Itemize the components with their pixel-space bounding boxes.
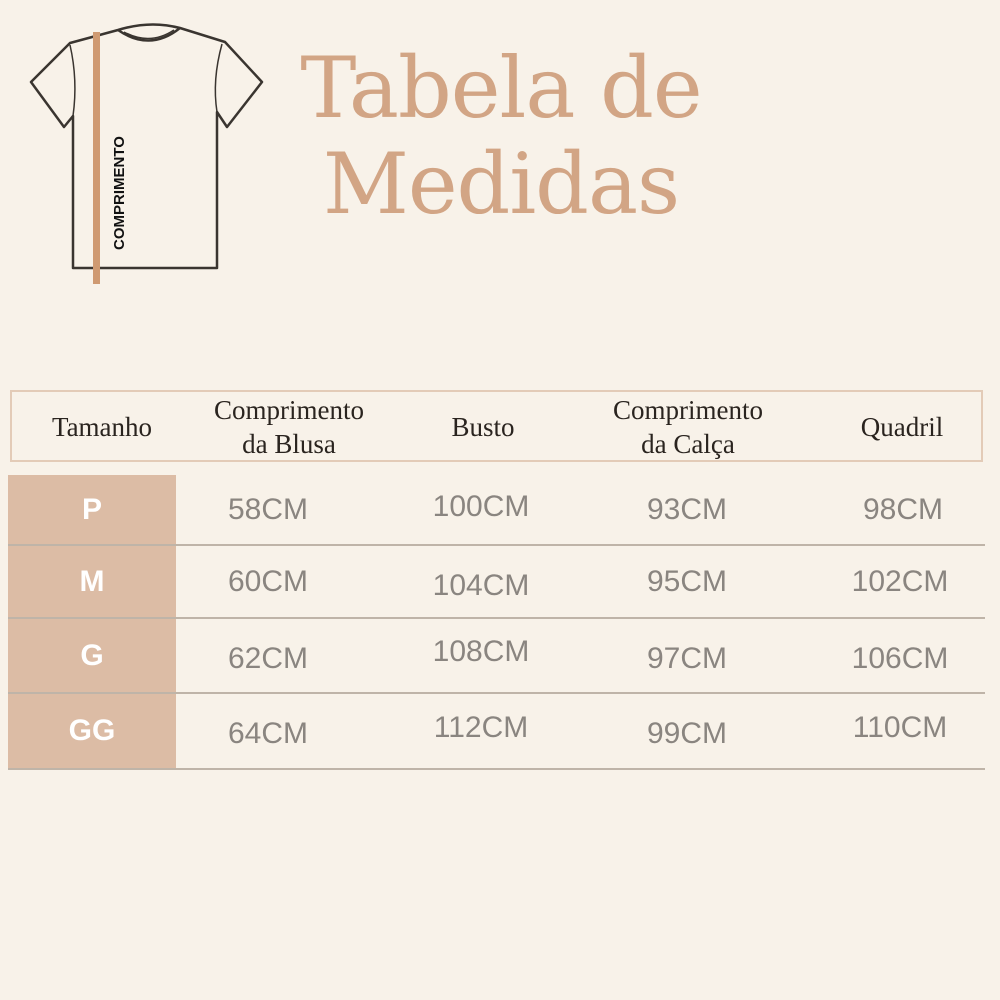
blouse-length-cell: 58CM	[227, 492, 309, 526]
bust-cell: 112CM	[433, 711, 529, 744]
pants-length-cell: 93CM	[646, 492, 728, 526]
hip-cell: 98CM	[862, 492, 944, 526]
hip-cell: 102CM	[851, 564, 949, 598]
length-label: COMPRIMENTO	[111, 136, 128, 250]
size-cell: GG	[8, 694, 176, 768]
page-title: Tabela de Medidas	[296, 40, 706, 232]
pants-length-cell: 95CM	[646, 564, 728, 598]
hip-cell: 106CM	[851, 641, 949, 675]
header-blouse-length: Comprimento da Blusa	[214, 395, 364, 459]
title-line-2: Medidas	[322, 135, 680, 233]
table-header: Tamanho Comprimento da Blusa Busto Compr…	[10, 390, 983, 462]
blouse-length-cell: 62CM	[227, 641, 309, 675]
size-cell: P	[8, 475, 176, 544]
hip-cell: 110CM	[852, 711, 948, 744]
blouse-length-cell: 64CM	[227, 717, 309, 750]
t-shirt-icon: COMPRIMENTO	[29, 23, 264, 284]
bust-cell: 100CM	[432, 489, 530, 523]
header-size: Tamanho	[51, 412, 153, 442]
table-row: GG 64CM 112CM 99CM 110CM	[8, 694, 985, 770]
table-row: P 58CM 100CM 93CM 98CM	[8, 475, 985, 546]
pants-length-cell: 97CM	[646, 641, 728, 675]
header-pants-length: Comprimento da Calça	[613, 395, 763, 459]
bust-cell: 108CM	[432, 634, 530, 668]
table-row: G 62CM 108CM 97CM 106CM	[8, 619, 985, 694]
header-hip: Quadril	[860, 412, 944, 442]
pants-length-cell: 99CM	[646, 717, 728, 750]
blouse-length-cell: 60CM	[227, 564, 309, 598]
size-cell: M	[8, 546, 176, 617]
size-cell: G	[8, 619, 176, 692]
measure-bar	[93, 32, 100, 284]
header-bust: Busto	[451, 412, 515, 442]
title-line-1: Tabela de	[300, 39, 702, 137]
bust-cell: 104CM	[432, 568, 530, 602]
table-row: M 60CM 104CM 95CM 102CM	[8, 546, 985, 619]
